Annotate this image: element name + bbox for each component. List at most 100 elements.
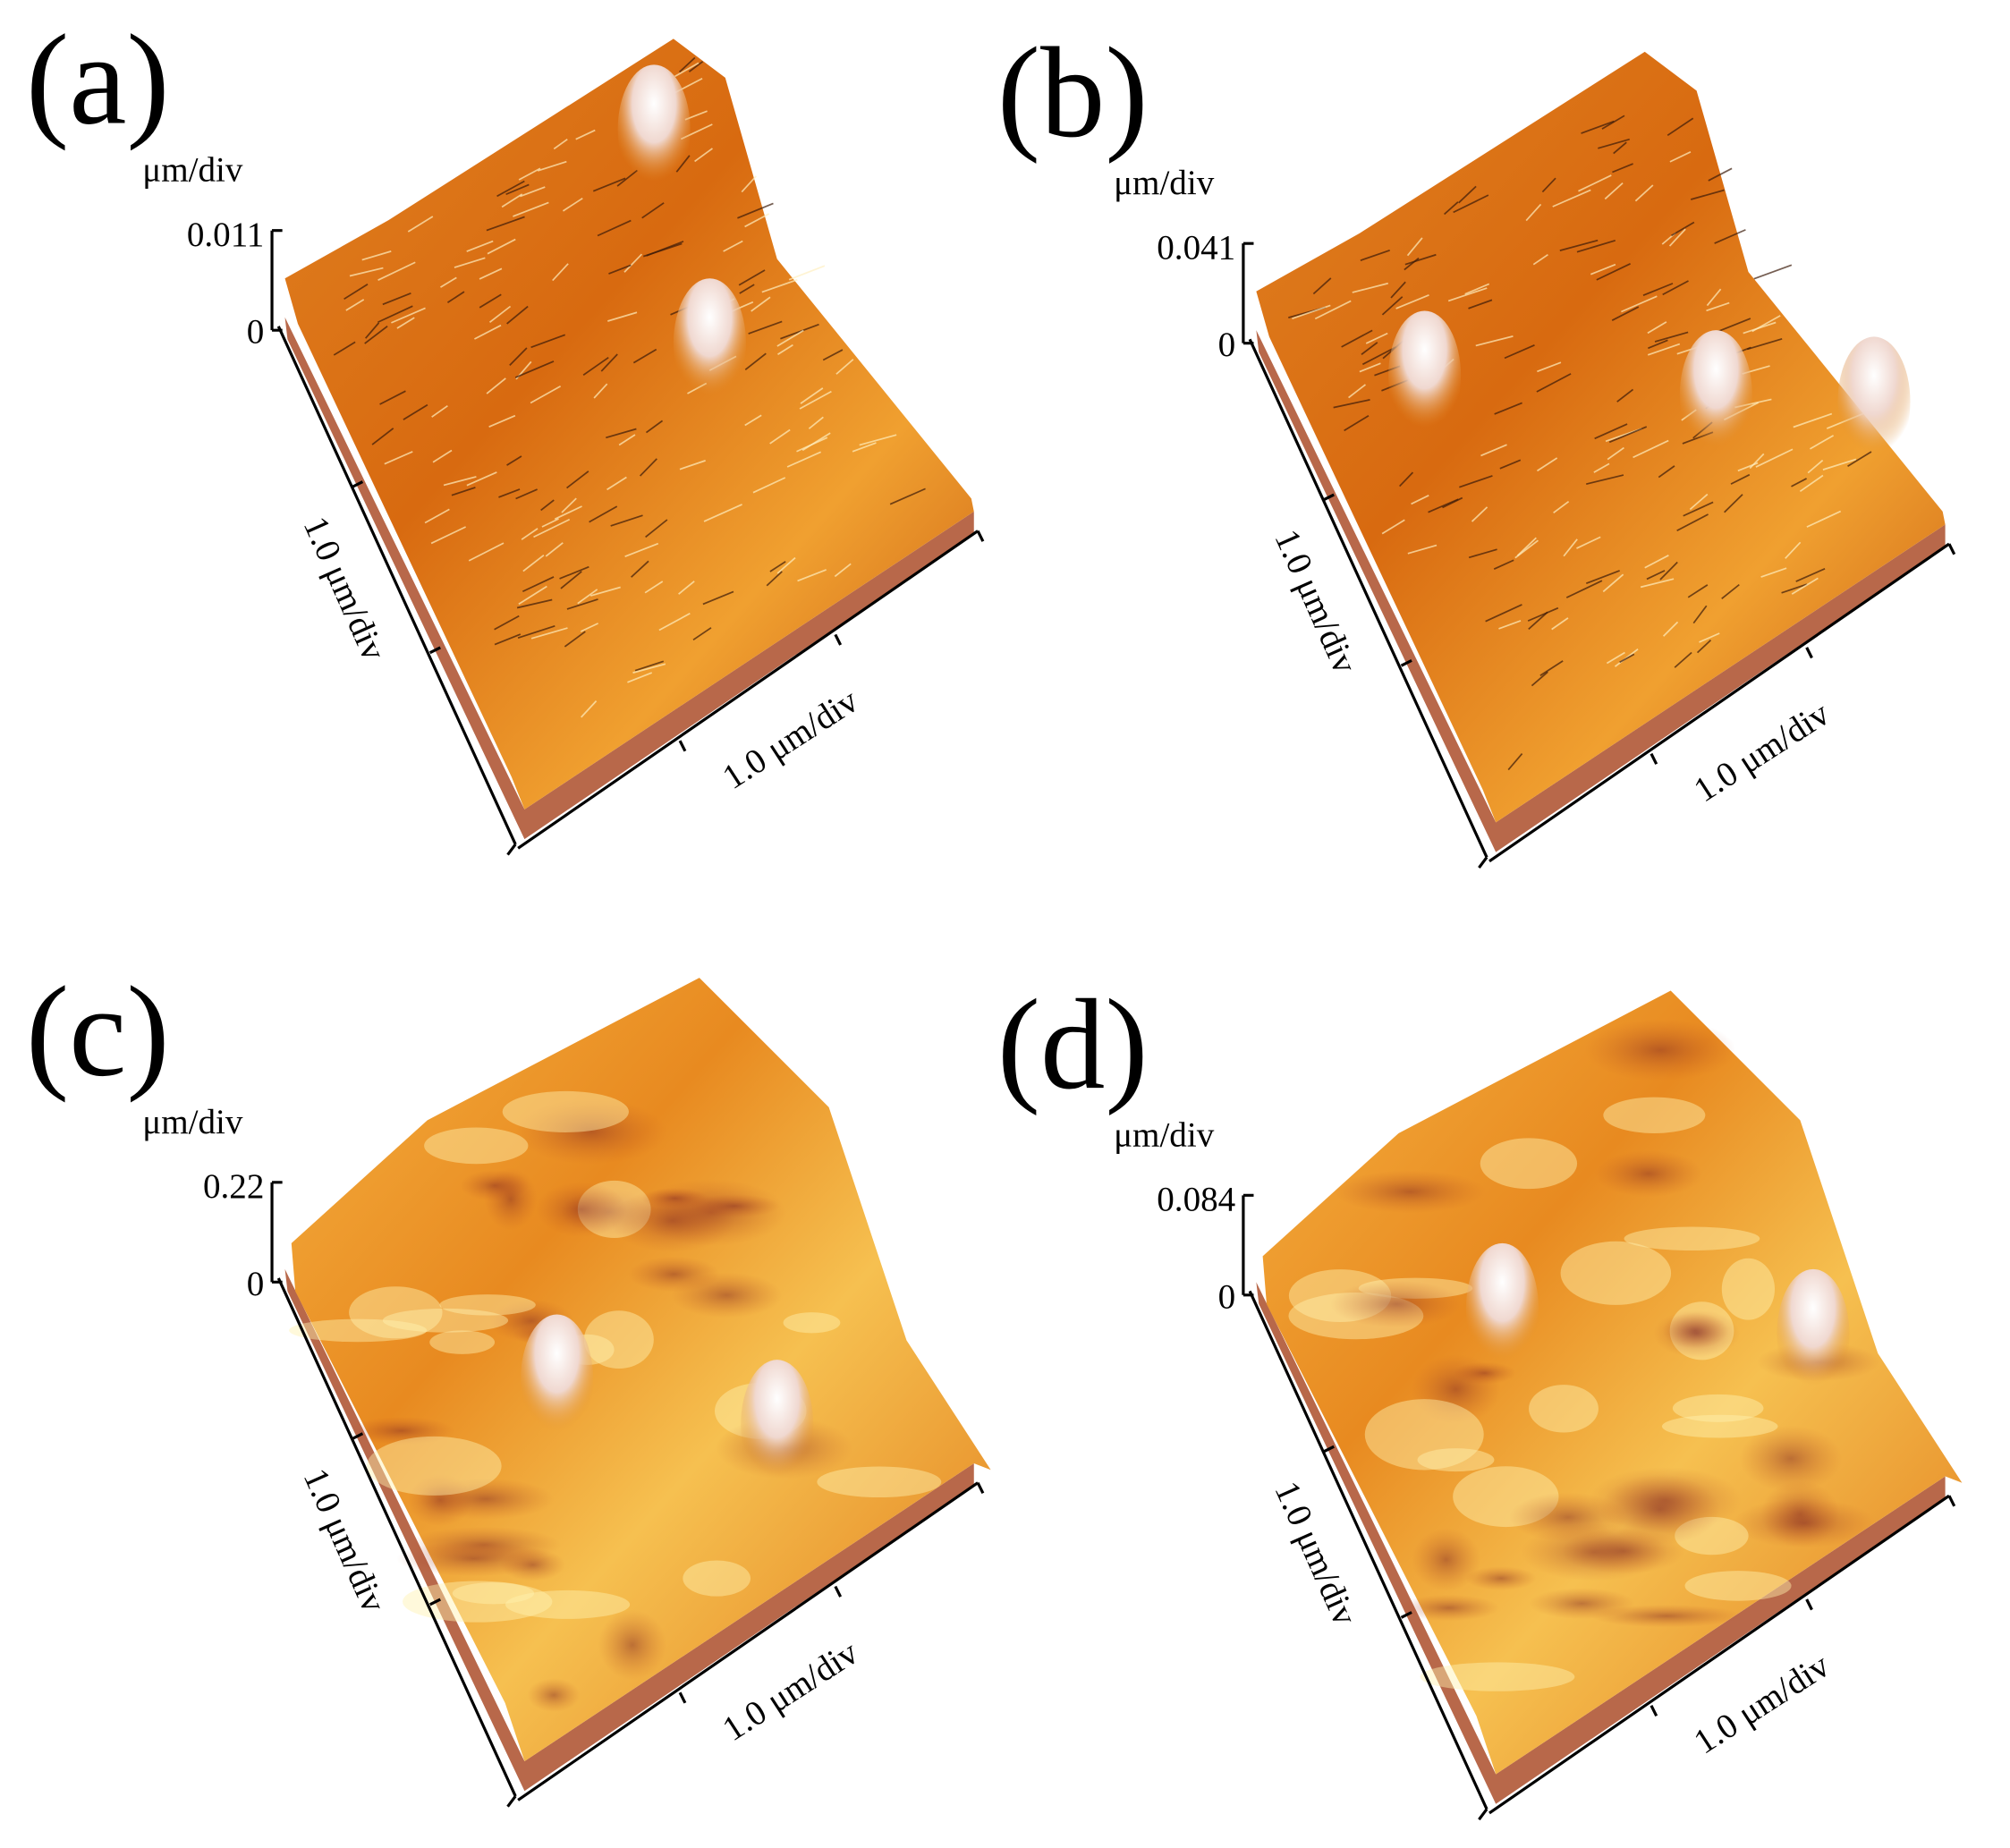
texture: [1624, 1226, 1760, 1251]
texture: [678, 581, 695, 595]
texture: [366, 1436, 502, 1496]
z-axis-line: [1242, 1193, 1254, 1297]
texture: [852, 442, 877, 453]
texture: [1724, 494, 1743, 513]
texture: [452, 1582, 535, 1605]
texture: [1398, 1594, 1500, 1622]
texture: [1791, 478, 1807, 487]
texture: [1658, 465, 1675, 479]
texture: [723, 240, 743, 252]
texture: [361, 250, 392, 261]
texture: [1602, 573, 1624, 593]
texture: [752, 477, 786, 494]
texture: [1292, 304, 1331, 319]
texture: [744, 352, 767, 370]
texture: [642, 242, 683, 258]
texture: [1689, 493, 1709, 511]
texture: [1407, 544, 1438, 555]
peak: [1777, 1268, 1850, 1399]
texture: [530, 334, 566, 349]
texture: [631, 560, 649, 578]
texture: [506, 305, 529, 325]
texture: [1755, 448, 1794, 468]
texture: [1428, 498, 1459, 513]
texture: [1527, 606, 1559, 622]
texture: [1458, 185, 1477, 204]
texture: [460, 1169, 530, 1202]
texture: [575, 129, 596, 140]
texture: [674, 62, 700, 78]
texture: [533, 518, 571, 538]
texture: [641, 1187, 708, 1209]
texture: [371, 428, 394, 445]
texture: [1504, 344, 1535, 360]
texture: [777, 343, 793, 355]
peak: [521, 1314, 594, 1445]
texture: [1464, 283, 1490, 295]
texture: [1381, 296, 1404, 316]
x-axis-label: 1.0 μm/div: [1687, 694, 1836, 810]
texture: [1662, 621, 1679, 637]
texture: [639, 458, 657, 477]
z-unit: μm/div: [1114, 1115, 1215, 1154]
texture: [403, 403, 428, 420]
texture: [769, 561, 786, 572]
texture: [1539, 660, 1564, 676]
texture: [1743, 321, 1777, 335]
texture: [1647, 343, 1681, 356]
texture: [443, 476, 477, 487]
texture: [446, 291, 465, 303]
texture: [741, 175, 758, 193]
z-zero: 0: [1218, 1277, 1236, 1316]
panel-label: (b): [997, 21, 1149, 165]
peak: [1465, 1242, 1539, 1373]
texture: [1536, 373, 1572, 393]
afm-panel: (b)μm/div 0.041 0 1.0 μm/div 1.0 μm/div: [997, 21, 1956, 869]
z-zero: 0: [247, 313, 265, 352]
texture: [440, 276, 457, 288]
texture: [1509, 1492, 1627, 1542]
texture: [509, 347, 528, 366]
texture: [859, 434, 897, 446]
texture: [737, 202, 774, 219]
texture: [1312, 277, 1332, 295]
texture: [430, 526, 467, 545]
texture: [479, 267, 503, 280]
texture: [1654, 331, 1689, 343]
texture: [776, 329, 804, 347]
texture: [424, 508, 450, 524]
z-unit: μm/div: [142, 151, 243, 190]
texture: [466, 471, 497, 487]
texture: [1468, 299, 1493, 309]
afm-panel: (a)μm/div 0.011 0 1.0 μm/div 1.0 μm/div: [26, 9, 985, 856]
texture: [1806, 510, 1842, 528]
texture: [1468, 548, 1497, 559]
texture: [505, 1589, 631, 1619]
texture: [1536, 457, 1558, 472]
peak: [673, 278, 746, 409]
texture: [1714, 229, 1746, 244]
texture: [1516, 537, 1537, 556]
texture: [582, 356, 609, 377]
texture: [744, 414, 762, 427]
texture: [766, 571, 783, 587]
texture: [515, 1098, 667, 1165]
texture: [761, 278, 798, 293]
texture: [1553, 500, 1570, 514]
texture: [498, 488, 521, 498]
texture: [589, 586, 621, 597]
texture: [1507, 752, 1523, 771]
texture: [1560, 1241, 1672, 1305]
texture: [1552, 189, 1591, 208]
texture: [496, 180, 525, 198]
texture: [1537, 361, 1562, 373]
texture: [502, 1090, 629, 1132]
texture: [1795, 568, 1826, 582]
texture: [1646, 570, 1666, 581]
texture: [577, 589, 598, 605]
texture: [514, 360, 555, 378]
texture: [1442, 496, 1463, 509]
surface: [284, 38, 974, 810]
texture: [1659, 561, 1678, 581]
texture: [744, 213, 770, 228]
